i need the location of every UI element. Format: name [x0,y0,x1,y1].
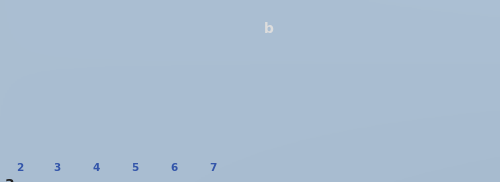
Text: 7: 7 [210,163,216,173]
Text: 3: 3 [54,163,60,173]
Text: 2: 2 [16,163,24,173]
Text: b: b [264,22,274,36]
Text: 5: 5 [132,163,138,173]
Text: 4: 4 [92,163,100,173]
Text: a: a [4,176,14,182]
Text: 6: 6 [170,163,177,173]
